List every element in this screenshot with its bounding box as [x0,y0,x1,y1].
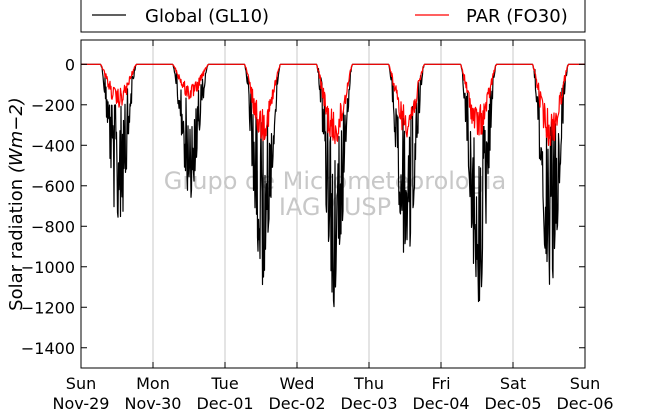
x-tick-label-day: Sun [66,374,96,393]
legend-label-par: PAR (FO30) [466,6,568,27]
x-tick-label-day: Wed [280,374,315,393]
x-axis-ticks: SunNov-29MonNov-30TueDec-01WedDec-02ThuD… [53,40,614,409]
y-axis-label: Solar radiation (Wm−2) [6,97,27,311]
x-tick-label-day: Sat [500,374,526,393]
y-tick-label: −1400 [21,339,75,358]
y-axis-ticks: 0 −200 −400 −600 −800 −1000 −1200 −1400 [21,55,585,358]
series-line-global [80,63,586,308]
y-tick-label: −200 [31,96,75,115]
y-axis-label-text: Solar radiation [6,179,27,311]
x-tick-label-date: Dec-04 [412,394,469,409]
y-tick-label: −1000 [21,258,75,277]
x-tick-label-date: Dec-06 [556,394,613,409]
y-tick-label: −600 [31,177,75,196]
x-tick-label-day: Sun [570,374,600,393]
y-tick-label: 0 [65,55,75,74]
grid-lines [152,40,514,368]
x-tick-label-day: Tue [210,374,238,393]
legend-box [80,0,586,33]
x-tick-label-day: Fri [431,374,450,393]
x-tick-label-day: Mon [136,374,170,393]
x-tick-label-date: Dec-05 [484,394,541,409]
x-tick-label-date: Nov-29 [53,394,110,409]
series-lines [80,63,586,308]
x-tick-label-date: Dec-02 [268,394,325,409]
legend-label-global: Global (GL10) [145,6,269,27]
y-tick-label: −800 [31,217,75,236]
x-tick-label-date: Nov-30 [125,394,182,409]
y-axis-label-unit: (Wm−2) [6,97,27,173]
x-tick-label-date: Dec-03 [340,394,397,409]
series-line-par [80,63,586,146]
x-tick-label-date: Dec-01 [196,394,253,409]
plot-frame [80,39,586,369]
x-tick-label-day: Thu [353,374,384,393]
y-tick-label: −1200 [21,298,75,317]
y-tick-label: −400 [31,136,75,155]
legend: Global (GL10) PAR (FO30) [80,0,586,33]
